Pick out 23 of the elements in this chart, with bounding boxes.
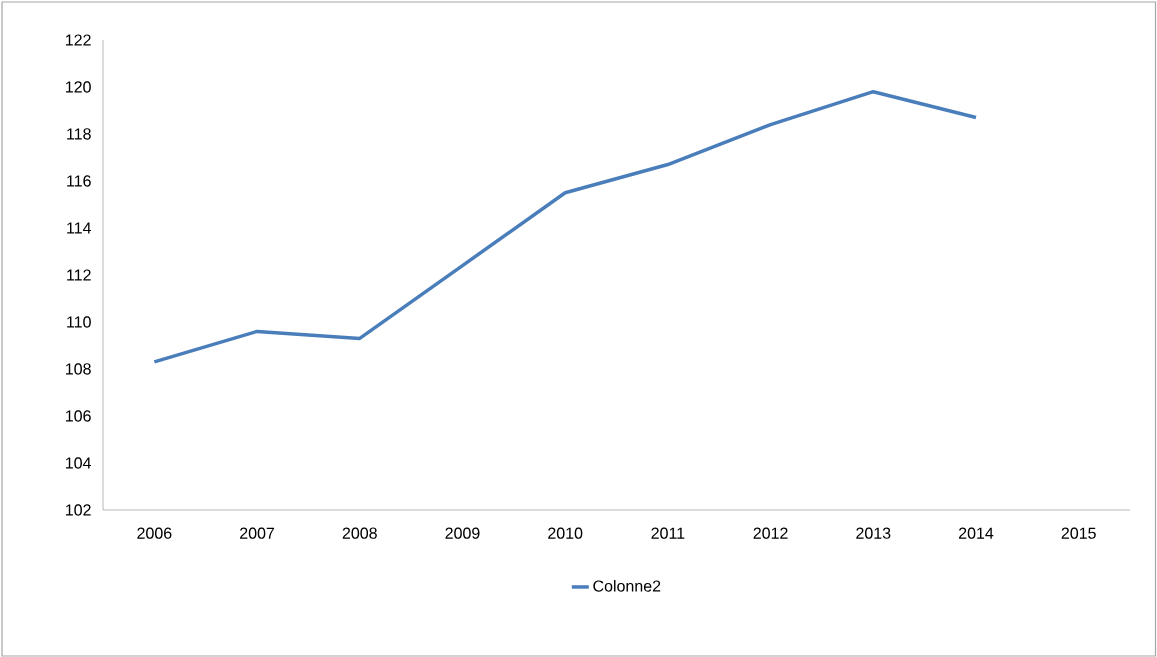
x-tick-label: 2015: [1061, 527, 1096, 539]
y-tick-label: 110: [67, 316, 91, 328]
x-tick-label: 2011: [651, 527, 685, 539]
y-tick-label: 116: [67, 175, 91, 187]
x-tick-label: 2009: [445, 527, 480, 539]
y-tick-label: 112: [67, 269, 91, 281]
x-tick-label: 2008: [342, 527, 377, 539]
x-tick-label: 2012: [753, 527, 788, 539]
x-tick-label: 2010: [548, 527, 583, 539]
y-tick-label: 114: [67, 222, 92, 234]
y-tick-label: 104: [66, 457, 92, 469]
x-tick-label: 2007: [240, 527, 275, 539]
legend-label: Colonne2: [593, 579, 661, 592]
y-tick-label: 102: [66, 504, 91, 516]
x-tick-label: 2006: [137, 527, 172, 539]
y-tick-label: 122: [66, 34, 91, 46]
y-tick-label: 118: [67, 128, 91, 140]
y-tick-label: 120: [66, 81, 91, 93]
y-tick-label: 108: [66, 363, 91, 375]
y-tick-label: 106: [66, 410, 91, 422]
x-tick-label: 2013: [856, 527, 891, 539]
line-series: [152, 89, 978, 364]
x-tick-label: 2014: [959, 527, 994, 539]
